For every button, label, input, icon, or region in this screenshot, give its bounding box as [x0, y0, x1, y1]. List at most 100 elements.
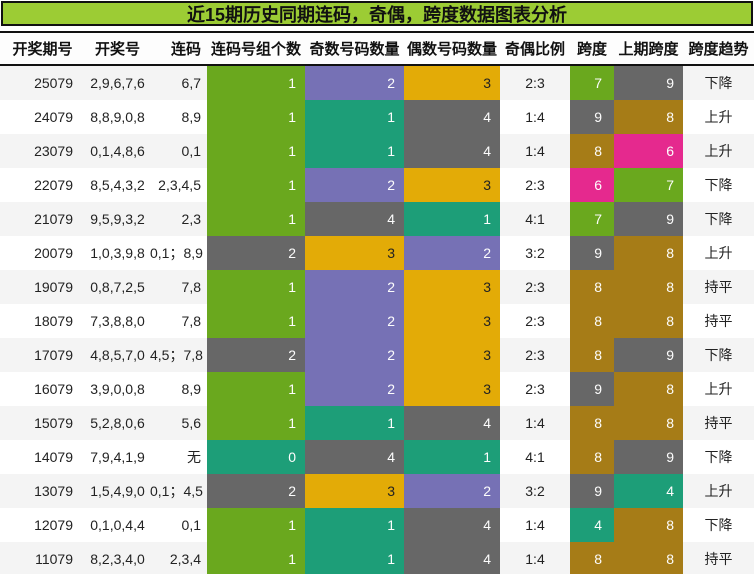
cell-odd-count: 1 — [305, 406, 404, 440]
cell-group-count: 2 — [207, 338, 305, 372]
cell-prev-span: 9 — [614, 202, 683, 236]
cell-odd-count: 4 — [305, 440, 404, 474]
cell-lianma: 2,3,4 — [169, 551, 201, 567]
cell-odd-count: 2 — [305, 270, 404, 304]
cell-lianma: 0,1；4,5 — [150, 483, 203, 499]
cell-draw-numbers: 7,9,4,1,9 — [90, 449, 145, 465]
cell-odd-count: 3 — [305, 474, 404, 508]
cell-even-count: 3 — [404, 270, 500, 304]
cell-trend: 上升 — [704, 483, 733, 499]
cell-even-count: 4 — [404, 134, 500, 168]
cell-trend: 持平 — [704, 415, 733, 431]
cell-draw-numbers: 7,3,8,8,0 — [90, 313, 145, 329]
column-header-prev-span: 上期跨度 — [614, 31, 683, 66]
cell-ratio: 3:2 — [525, 245, 545, 261]
cell-ratio: 1:4 — [525, 109, 545, 125]
cell-span: 8 — [570, 542, 614, 574]
cell-ratio: 1:4 — [525, 143, 545, 159]
cell-trend: 上升 — [704, 245, 733, 261]
cell-even-count: 4 — [404, 100, 500, 134]
cell-even-count: 3 — [404, 65, 500, 100]
table-row: 18079 7,3,8,8,0 7,8 1 2 3 2:3 8 8 持平 — [0, 304, 754, 338]
table-row: 11079 8,2,3,4,0 2,3,4 1 1 4 1:4 8 8 持平 — [0, 542, 754, 574]
analysis-table: 开奖期号 开奖号 连码 连码号组个数 奇数号码数量 偶数号码数量 奇偶比例 跨度… — [0, 31, 754, 574]
cell-trend: 持平 — [704, 551, 733, 567]
cell-span: 6 — [570, 168, 614, 202]
cell-trend: 下降 — [704, 177, 733, 193]
cell-span: 9 — [570, 100, 614, 134]
cell-ratio: 4:1 — [525, 449, 545, 465]
cell-even-count: 3 — [404, 168, 500, 202]
cell-prev-span: 8 — [614, 236, 683, 270]
cell-lianma: 8,9 — [181, 109, 201, 125]
cell-trend: 持平 — [704, 279, 733, 295]
cell-ratio: 1:4 — [525, 415, 545, 431]
cell-group-count: 1 — [207, 508, 305, 542]
cell-trend: 下降 — [704, 347, 733, 363]
cell-lianma: 无 — [187, 449, 201, 465]
cell-odd-count: 2 — [305, 168, 404, 202]
cell-odd-count: 1 — [305, 134, 404, 168]
cell-span: 7 — [570, 202, 614, 236]
cell-span: 9 — [570, 372, 614, 406]
table-row: 20079 1,0,3,9,8 0,1；8,9 2 3 2 3:2 9 8 上升 — [0, 236, 754, 270]
cell-even-count: 3 — [404, 304, 500, 338]
cell-span: 8 — [570, 338, 614, 372]
cell-period: 24079 — [34, 109, 73, 125]
cell-draw-numbers: 0,1,0,4,4 — [90, 517, 145, 533]
cell-ratio: 2:3 — [525, 177, 545, 193]
cell-ratio: 2:3 — [525, 381, 545, 397]
table-row: 22079 8,5,4,3,2 2,3,4,5 1 2 3 2:3 6 7 下降 — [0, 168, 754, 202]
cell-group-count: 1 — [207, 202, 305, 236]
cell-odd-count: 1 — [305, 100, 404, 134]
table-row: 19079 0,8,7,2,5 7,8 1 2 3 2:3 8 8 持平 — [0, 270, 754, 304]
cell-ratio: 1:4 — [525, 551, 545, 567]
cell-draw-numbers: 8,2,3,4,0 — [90, 551, 145, 567]
cell-trend: 上升 — [704, 143, 733, 159]
cell-prev-span: 9 — [614, 65, 683, 100]
cell-trend: 下降 — [704, 449, 733, 465]
table-row: 16079 3,9,0,0,8 8,9 1 2 3 2:3 9 8 上升 — [0, 372, 754, 406]
cell-period: 11079 — [35, 551, 73, 567]
cell-draw-numbers: 3,9,0,0,8 — [90, 381, 145, 397]
table-row: 17079 4,8,5,7,0 4,5；7,8 2 2 3 2:3 8 9 下降 — [0, 338, 754, 372]
cell-prev-span: 8 — [614, 508, 683, 542]
cell-odd-count: 1 — [305, 508, 404, 542]
table-row: 12079 0,1,0,4,4 0,1 1 1 4 1:4 4 8 下降 — [0, 508, 754, 542]
cell-lianma: 0,1 — [181, 517, 201, 533]
cell-period: 18079 — [34, 313, 73, 329]
cell-ratio: 2:3 — [525, 313, 545, 329]
cell-span: 8 — [570, 270, 614, 304]
cell-prev-span: 9 — [614, 338, 683, 372]
cell-lianma: 8,9 — [181, 381, 201, 397]
cell-span: 7 — [570, 65, 614, 100]
cell-group-count: 1 — [207, 542, 305, 574]
cell-prev-span: 8 — [614, 542, 683, 574]
cell-lianma: 2,3,4,5 — [158, 177, 201, 193]
cell-trend: 上升 — [704, 381, 733, 397]
column-header-even-count: 偶数号码数量 — [404, 31, 500, 66]
cell-prev-span: 4 — [614, 474, 683, 508]
cell-period: 15079 — [34, 415, 73, 431]
cell-period: 14079 — [34, 449, 73, 465]
cell-odd-count: 1 — [305, 542, 404, 574]
cell-period: 25079 — [34, 75, 73, 91]
cell-span: 4 — [570, 508, 614, 542]
cell-ratio: 3:2 — [525, 483, 545, 499]
cell-odd-count: 2 — [305, 372, 404, 406]
cell-period: 12079 — [34, 517, 73, 533]
cell-ratio: 2:3 — [525, 75, 545, 91]
cell-lianma: 0,1 — [181, 143, 201, 159]
cell-even-count: 4 — [404, 542, 500, 574]
cell-even-count: 1 — [404, 202, 500, 236]
cell-lianma: 7,8 — [181, 313, 201, 329]
cell-period: 17079 — [34, 347, 73, 363]
cell-lianma: 2,3 — [181, 211, 201, 227]
cell-trend: 上升 — [704, 109, 733, 125]
cell-odd-count: 3 — [305, 236, 404, 270]
cell-odd-count: 4 — [305, 202, 404, 236]
cell-draw-numbers: 0,1,4,8,6 — [90, 143, 145, 159]
cell-ratio: 1:4 — [525, 517, 545, 533]
cell-group-count: 0 — [207, 440, 305, 474]
cell-lianma: 4,5；7,8 — [150, 347, 203, 363]
